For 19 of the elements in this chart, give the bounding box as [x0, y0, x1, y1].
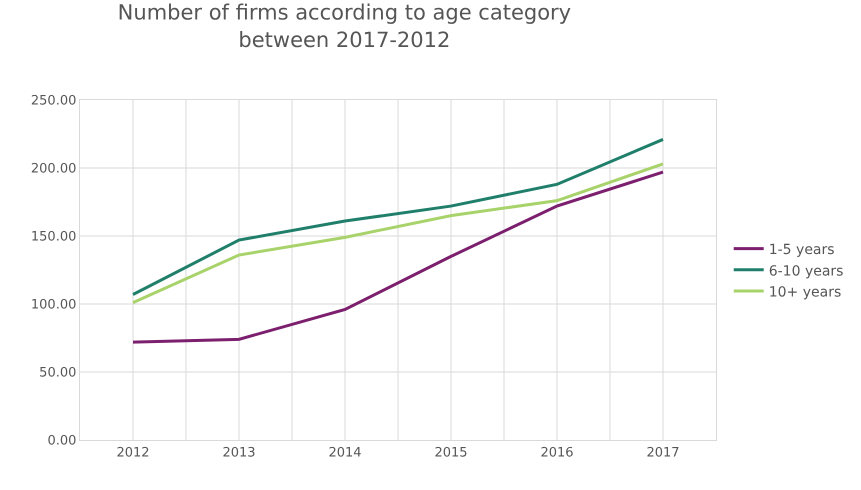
x-tick-label: 2016 — [540, 446, 574, 461]
chart-title: Number of firms according to age category between 2017-2012 — [118, 0, 572, 52]
y-tick-label: 50.00 — [39, 366, 76, 381]
line-series — [132, 138, 664, 296]
x-tick-label: 2014 — [328, 446, 362, 461]
y-tick-label: 200.00 — [30, 162, 76, 177]
x-tick-label: 2017 — [646, 446, 680, 461]
line-series — [132, 162, 664, 304]
legend-label: 1-5 years — [768, 242, 835, 258]
y-tick-label: 0.00 — [47, 434, 76, 449]
y-tick-label: 250.00 — [30, 94, 76, 109]
y-tick-label: 100.00 — [30, 298, 76, 313]
x-tick-label: 2012 — [116, 446, 150, 461]
legend-label: 10+ years — [768, 284, 842, 300]
x-tick-label: 2013 — [222, 446, 256, 461]
x-tick-label: 2015 — [434, 446, 468, 461]
line-series — [132, 170, 664, 344]
legend-label: 6-10 years — [768, 263, 844, 280]
y-tick-label: 150.00 — [30, 230, 76, 245]
